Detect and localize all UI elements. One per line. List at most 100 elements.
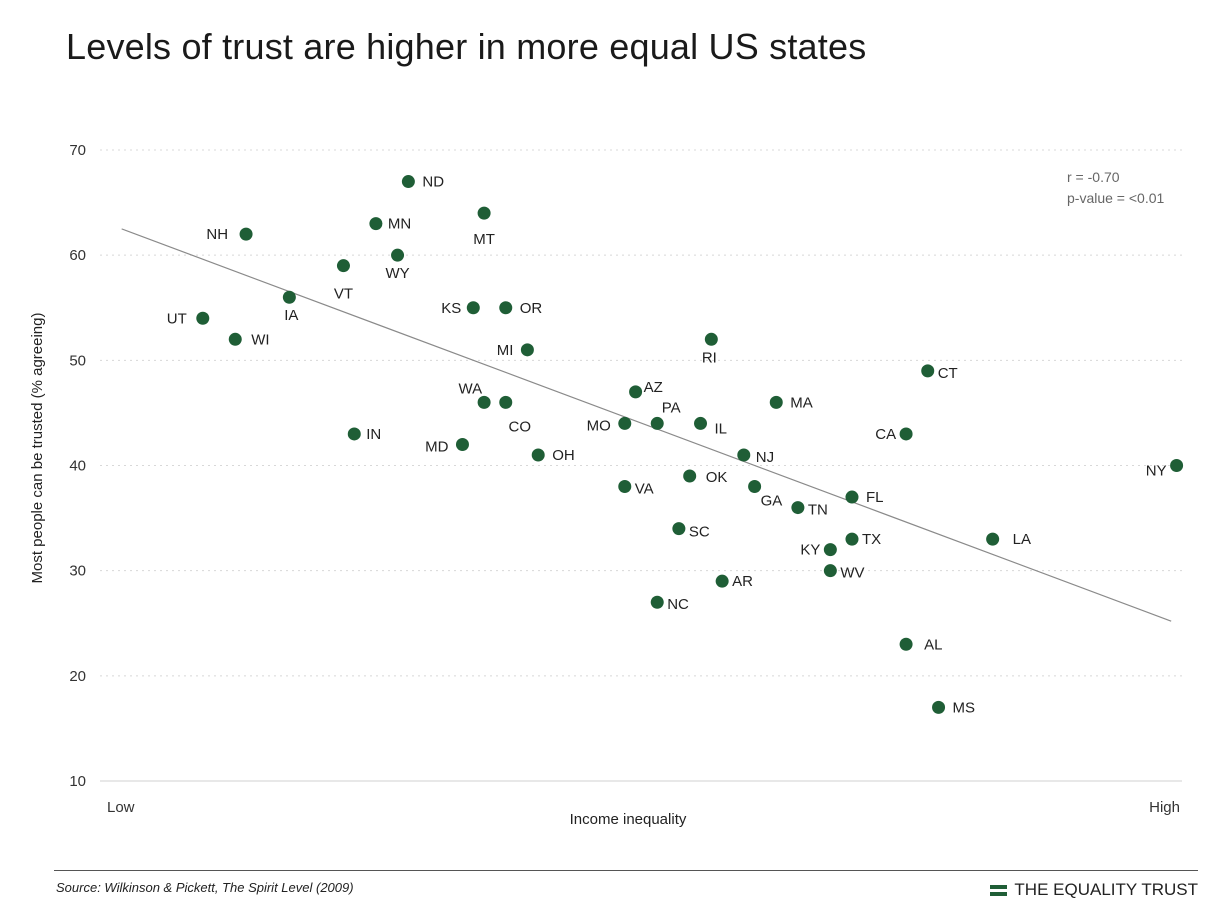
point-label-nh: NH — [206, 226, 228, 243]
data-point-nd — [401, 175, 415, 189]
data-point-sc — [672, 522, 686, 536]
trend-line — [121, 228, 1172, 622]
data-point-ca — [899, 427, 913, 441]
point-label-nj: NJ — [756, 449, 774, 466]
data-point-in — [347, 427, 361, 441]
data-point-vt — [336, 259, 350, 273]
data-point-ri — [704, 332, 718, 346]
point-label-ia: IA — [284, 307, 298, 324]
data-point-mn — [369, 217, 383, 231]
data-point-oh — [531, 448, 545, 462]
point-label-vt: VT — [334, 286, 353, 303]
scatter-chart: 10 20 30 40 50 60 70 ND MT NH MN WY VT IA UT WI KS OR MI R… — [29, 142, 1184, 828]
data-point-mi — [520, 343, 534, 357]
data-point-az — [629, 385, 643, 399]
data-point-ms — [932, 700, 946, 714]
point-label-az: AZ — [644, 379, 663, 396]
y-tick-label: 30 — [69, 563, 86, 580]
data-point-wi — [228, 332, 242, 346]
point-label-nd: ND — [422, 174, 444, 191]
data-point-ia — [282, 290, 296, 304]
data-point-ny — [1170, 459, 1184, 472]
point-label-wy: WY — [385, 265, 409, 282]
y-tick-label: 70 — [69, 142, 86, 159]
point-label-in: IN — [366, 426, 381, 443]
data-point-ar — [715, 574, 729, 588]
data-point-pa — [650, 416, 664, 430]
data-point-nj — [737, 448, 751, 462]
point-label-wi: WI — [251, 331, 269, 348]
data-point-co — [499, 395, 513, 409]
data-point-wy — [391, 248, 405, 262]
data-point-mo — [618, 416, 632, 430]
point-label-mi: MI — [497, 342, 514, 359]
page-title: Levels of trust are higher in more equal… — [66, 26, 867, 67]
source-citation: Source: Wilkinson & Pickett, The Spirit … — [56, 880, 354, 895]
point-label-fl: FL — [866, 489, 884, 506]
point-label-mn: MN — [388, 216, 411, 233]
data-point-tx — [845, 532, 859, 546]
point-label-or: OR — [520, 300, 543, 317]
point-label-la: LA — [1013, 531, 1031, 548]
data-point-nh — [239, 227, 253, 241]
data-point-al — [899, 637, 913, 651]
point-label-md: MD — [425, 438, 448, 455]
data-point-ks — [466, 301, 480, 315]
data-point-or — [499, 301, 513, 315]
brand-name: THE EQUALITY TRUST — [1014, 880, 1198, 899]
y-tick-label: 60 — [69, 247, 86, 264]
point-label-va: VA — [635, 481, 654, 498]
y-tick-labels: 10 20 30 40 50 60 70 — [69, 142, 86, 790]
data-point-ct — [921, 364, 935, 378]
data-point-ga — [748, 480, 762, 494]
brand-logo: THE EQUALITY TRUST — [990, 880, 1198, 900]
data-point-ky — [823, 543, 837, 557]
data-point-tn — [791, 501, 805, 515]
data-point-ma — [769, 395, 783, 409]
point-label-al: AL — [924, 636, 942, 653]
point-label-mo: MO — [587, 417, 611, 434]
data-point-ut — [196, 311, 210, 325]
point-label-ar: AR — [732, 573, 753, 590]
grid-lines — [100, 149, 1182, 677]
correlation-stat: r = -0.70 — [1067, 169, 1120, 185]
y-tick-label: 50 — [69, 352, 86, 369]
point-label-ks: KS — [441, 300, 461, 317]
point-label-ri: RI — [702, 349, 717, 366]
point-label-ms: MS — [953, 699, 976, 716]
point-label-oh: OH — [552, 447, 575, 464]
point-label-pa: PA — [662, 399, 681, 416]
point-label-ky: KY — [800, 542, 820, 559]
point-label-wa: WA — [459, 380, 483, 397]
point-labels: ND MT NH MN WY VT IA UT WI KS OR MI RI CT AZ WA CO MA IN MD… — [167, 174, 1167, 717]
data-point-md — [455, 437, 469, 451]
point-label-il: IL — [715, 420, 728, 437]
y-tick-label: 20 — [69, 668, 86, 685]
data-point-il — [694, 416, 708, 430]
point-label-ny: NY — [1146, 463, 1167, 480]
point-label-ok: OK — [706, 469, 728, 486]
x-axis-title: Income inequality — [570, 811, 687, 828]
point-label-ma: MA — [790, 394, 813, 411]
point-label-mt: MT — [473, 231, 495, 248]
data-point-va — [618, 480, 632, 494]
data-point-wv — [823, 564, 837, 578]
y-tick-label: 40 — [69, 458, 86, 475]
p-value-stat: p-value = <0.01 — [1067, 190, 1165, 206]
data-point-mt — [477, 206, 491, 220]
point-label-ut: UT — [167, 310, 187, 327]
data-point-fl — [845, 490, 859, 504]
equality-trust-icon — [990, 884, 1008, 896]
point-label-ga: GA — [761, 493, 783, 510]
data-point-la — [986, 532, 1000, 546]
data-point-ok — [683, 469, 697, 483]
data-points — [196, 175, 1184, 714]
point-label-ct: CT — [938, 365, 958, 382]
x-low-label: Low — [107, 799, 135, 816]
y-axis-title: Most people can be trusted (% agreeing) — [29, 313, 46, 584]
y-tick-label: 10 — [69, 773, 86, 790]
footer-divider — [54, 870, 1198, 871]
point-label-tn: TN — [808, 502, 828, 519]
x-high-label: High — [1149, 799, 1180, 816]
point-label-ca: CA — [875, 426, 896, 443]
